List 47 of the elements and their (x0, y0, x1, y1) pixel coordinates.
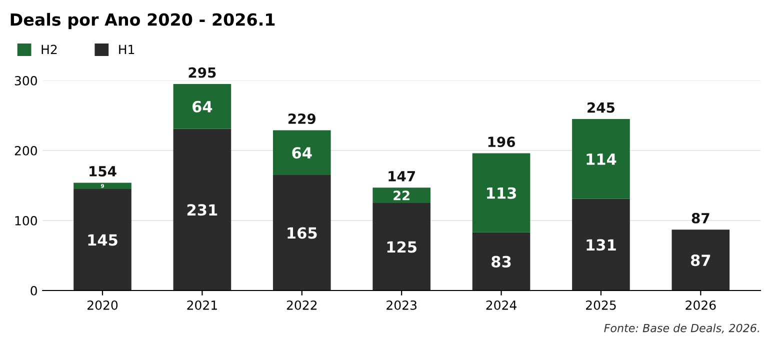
bar (672, 230, 730, 290)
x-tick-label: 2023 (386, 300, 416, 310)
data-label: 145 (88, 234, 118, 246)
bar (372, 188, 430, 203)
total-label: 196 (488, 136, 516, 148)
bar (572, 198, 630, 290)
bar (272, 130, 331, 175)
legend-label: H2 (42, 44, 57, 54)
bar (272, 175, 331, 290)
legend-label: H1 (119, 44, 134, 54)
x-tick-label: 2020 (88, 300, 118, 310)
data-label: 114 (586, 154, 616, 165)
y-tick-label: 0 (30, 286, 37, 296)
data-label: 22 (394, 190, 410, 200)
bar (74, 182, 132, 189)
total-label: 147 (388, 171, 415, 182)
data-label: 113 (487, 187, 516, 199)
data-label: 64 (292, 147, 312, 159)
data-label: 64 (192, 100, 212, 112)
y-tick-label: 100 (15, 216, 37, 226)
bar (372, 203, 430, 290)
y-tick-label: 200 (14, 146, 37, 156)
data-label: 231 (187, 204, 218, 216)
total-label: 229 (288, 114, 316, 124)
x-tick-label: 2024 (486, 300, 516, 310)
data-label: 87 (690, 254, 710, 266)
total-label: 245 (588, 102, 614, 113)
total-label: 87 (692, 212, 710, 224)
bar (173, 128, 232, 290)
source-note: Fonte: Base de Deals, 2026. (604, 324, 760, 334)
bar (572, 119, 630, 199)
bar (472, 232, 530, 290)
data-label: 83 (492, 256, 511, 268)
data-label: 125 (387, 241, 416, 253)
total-label: 295 (188, 67, 216, 78)
bar (173, 84, 232, 129)
bar (472, 153, 530, 232)
data-label: 165 (288, 227, 317, 239)
x-tick-label: 2025 (586, 300, 616, 310)
chart-title: Deals por Ano 2020 - 2026.1 (10, 12, 275, 30)
data-label: 131 (586, 239, 616, 251)
x-tick-label: 2022 (286, 300, 317, 310)
y-tick-label: 300 (14, 76, 37, 86)
x-tick-label: 2021 (187, 300, 217, 310)
x-tick-label: 2026 (686, 300, 716, 310)
bar (74, 189, 132, 290)
total-label: 154 (90, 166, 116, 177)
